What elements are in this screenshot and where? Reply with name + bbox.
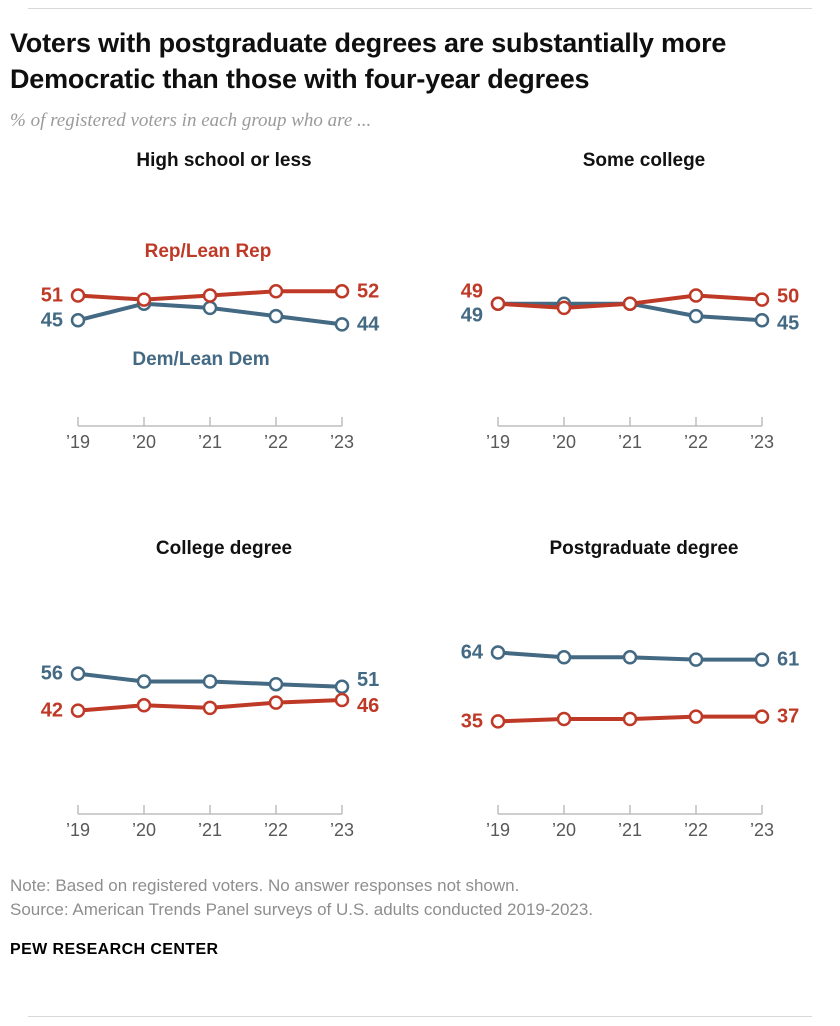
page-subtitle: % of registered voters in each group who…	[10, 110, 372, 132]
line-chart-postgraduate: ’19 ’20 ’21 ’22 ’23 64 61 35 37	[461, 641, 800, 840]
x-tick-label: ’21	[198, 432, 222, 452]
dem-marker	[688, 652, 704, 667]
x-tick-label: ’23	[750, 820, 774, 840]
dem-marker	[754, 313, 770, 328]
source-note: Source: American Trends Panel surveys of…	[10, 900, 594, 920]
x-tick-label: ’23	[330, 432, 354, 452]
dem-end-value: 45	[777, 312, 799, 334]
rep-marker	[490, 713, 506, 729]
rep-marker	[688, 709, 704, 724]
rep-marker	[136, 292, 152, 307]
rep-marker	[754, 292, 770, 307]
x-tick-label: ’20	[552, 820, 576, 840]
rep-series-label: Rep/Lean Rep	[145, 241, 272, 262]
dem-marker	[70, 313, 86, 328]
dem-marker	[754, 652, 770, 667]
rep-end-value: 50	[777, 286, 799, 308]
top-divider	[28, 8, 812, 9]
dem-end-value: 44	[357, 313, 380, 335]
x-tick-label: ’22	[684, 432, 708, 452]
rep-marker	[268, 695, 284, 710]
dem-marker	[136, 674, 152, 689]
dem-marker	[622, 649, 638, 665]
rep-marker	[334, 692, 350, 708]
x-tick-label: ’22	[264, 432, 288, 452]
rep-marker	[202, 700, 218, 715]
rep-marker	[268, 284, 284, 299]
dem-marker	[70, 666, 86, 681]
rep-start-value: 51	[41, 285, 63, 307]
x-tick-label: ’21	[618, 432, 642, 452]
panel-title-college-degree: College degree	[155, 538, 293, 560]
bottom-divider	[28, 1016, 812, 1017]
rep-marker	[556, 711, 572, 727]
dem-marker	[556, 649, 572, 665]
x-tick-label: ’21	[198, 820, 222, 840]
page-title: Voters with postgraduate degrees are sub…	[10, 28, 727, 94]
dem-start-value: 49	[461, 305, 483, 327]
x-tick-label: ’23	[750, 432, 774, 452]
rep-marker	[556, 300, 572, 316]
panel-college-degree: College degree ’19 ’20 ’21 ’22 ’23 56 51 42 46	[28, 538, 420, 850]
line-chart-high-school: ’19 ’20 ’21 ’22 ’23 45 44 51 52 Rep/Lean Rep Dem/L…	[41, 241, 380, 452]
dem-marker	[490, 645, 506, 660]
rep-marker	[622, 711, 638, 727]
rep-marker	[688, 288, 704, 303]
rep-marker	[754, 709, 770, 724]
rep-start-value: 42	[41, 699, 63, 721]
panel-title-high-school: High school or less	[136, 150, 312, 172]
rep-marker	[622, 296, 638, 311]
dem-start-value: 45	[41, 309, 63, 331]
dem-marker	[334, 317, 350, 332]
charts-grid: High school or less ’19 ’20 ’21 ’22 ’23 45 44 5…	[28, 150, 840, 850]
panel-title-some-college: Some college	[582, 150, 706, 172]
rep-end-value: 52	[357, 280, 379, 302]
x-tick-label: ’19	[66, 820, 90, 840]
dem-marker	[202, 674, 218, 689]
dem-start-value: 56	[41, 662, 63, 684]
dem-end-value: 61	[777, 648, 799, 670]
panel-some-college: Some college ’19 ’20 ’21 ’22 ’23 49 45 49 50	[448, 150, 840, 462]
x-tick-label: ’20	[132, 820, 156, 840]
x-tick-label: ’20	[132, 432, 156, 452]
footer: Note: Based on registered voters. No ans…	[0, 874, 840, 959]
x-tick-label: ’21	[618, 820, 642, 840]
x-tick-label: ’22	[684, 820, 708, 840]
dem-marker	[202, 300, 218, 316]
brand-label: PEW RESEARCH CENTER	[10, 941, 219, 959]
x-tick-label: ’22	[264, 820, 288, 840]
rep-marker	[70, 288, 86, 303]
x-tick-label: ’20	[552, 432, 576, 452]
dem-end-value: 51	[357, 669, 379, 691]
footnote: Note: Based on registered voters. No ans…	[10, 875, 520, 895]
x-tick-label: ’19	[486, 820, 510, 840]
dem-marker	[688, 308, 704, 324]
line-chart-some-college: ’19 ’20 ’21 ’22 ’23 49 45 49 50	[461, 281, 800, 452]
rep-marker	[334, 284, 350, 299]
panel-high-school-or-less: High school or less ’19 ’20 ’21 ’22 ’23 45 44 5…	[28, 150, 420, 462]
panel-title-postgraduate: Postgraduate degree	[549, 538, 739, 560]
rep-end-value: 46	[357, 695, 379, 717]
dem-marker	[334, 679, 350, 694]
x-tick-label: ’23	[330, 820, 354, 840]
rep-end-value: 37	[777, 705, 799, 727]
rep-marker	[490, 296, 506, 311]
dem-marker	[268, 308, 284, 324]
rep-marker	[202, 288, 218, 303]
panel-postgraduate-degree: Postgraduate degree ’19 ’20 ’21 ’22 ’23 64 61 3…	[448, 538, 840, 850]
rep-marker	[136, 697, 152, 713]
x-tick-label: ’19	[486, 432, 510, 452]
rep-start-value: 35	[461, 710, 483, 732]
dem-series-label: Dem/Lean Dem	[132, 349, 269, 370]
rep-start-value: 49	[461, 281, 483, 303]
dem-marker	[268, 676, 284, 692]
line-chart-college-degree: ’19 ’20 ’21 ’22 ’23 56 51 42 46	[41, 662, 380, 840]
rep-marker	[70, 703, 86, 718]
dem-start-value: 64	[461, 641, 484, 663]
x-tick-label: ’19	[66, 432, 90, 452]
